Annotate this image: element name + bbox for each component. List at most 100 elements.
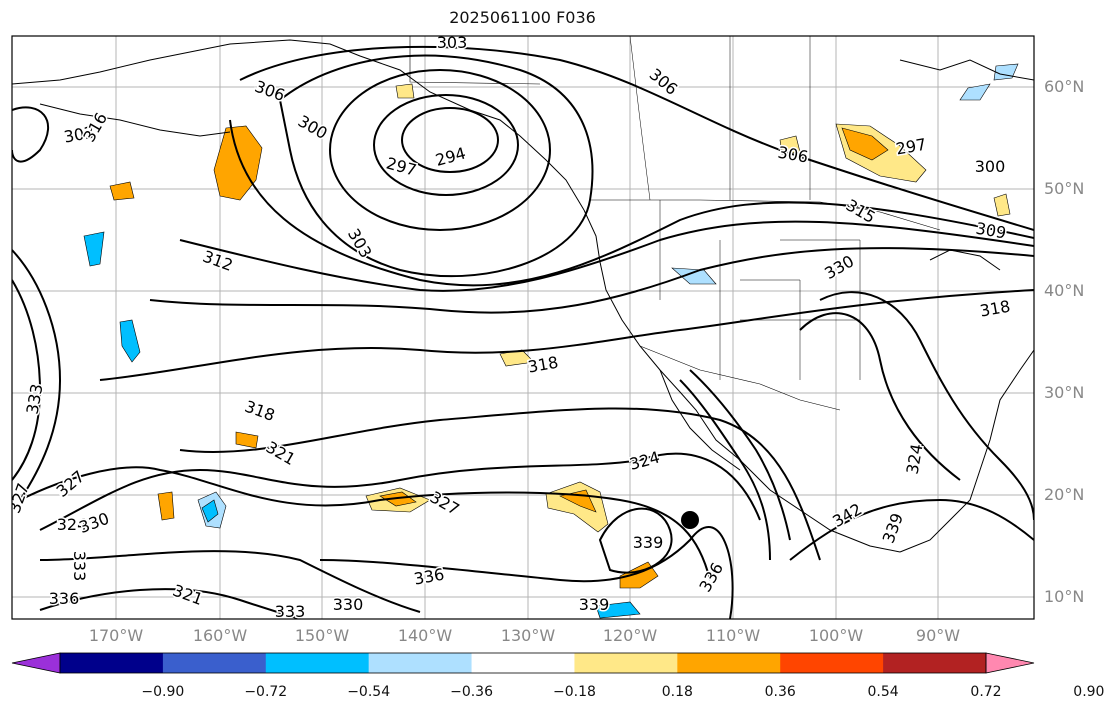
colorbar-max-arrow [985, 652, 1035, 674]
alaska-border [409, 36, 541, 85]
contour-303 [278, 54, 594, 278]
great-lakes [929, 249, 1001, 271]
blue-patch-165w [119, 319, 141, 363]
shaded-patches [83, 63, 1019, 619]
contour-label: 324 [903, 442, 927, 475]
latitude-label: 30°N [1044, 383, 1085, 402]
contour-336 [319, 526, 734, 619]
colorbar-segment [780, 653, 884, 673]
colorbar-segment [883, 653, 987, 673]
latitude-label: 50°N [1044, 179, 1085, 198]
longitude-label: 170°W [88, 626, 144, 645]
longitude-label: 130°W [500, 626, 556, 645]
colorbar-tick-label: −0.72 [244, 684, 288, 700]
low-contour-294 [401, 107, 499, 173]
contour-label: 333 [275, 602, 306, 621]
cyan-patch-hawaii [201, 499, 219, 523]
contour-label: 333 [70, 551, 89, 582]
orange-patch-canada [841, 127, 889, 161]
contour-306 [239, 45, 1034, 231]
contour-339 [598, 507, 673, 574]
contour-label: 300 [975, 157, 1006, 176]
contour-333 [39, 588, 301, 619]
coastlines [12, 36, 1034, 553]
latitude-label: 40°N [1044, 281, 1085, 300]
contour-label: 324 [57, 515, 88, 534]
colorbar-min-arrow [11, 652, 61, 674]
colorbar-segment [677, 653, 781, 673]
low-contour-297 [373, 94, 519, 196]
yellow-patch-5 [779, 135, 801, 155]
contour-330 [39, 550, 421, 613]
contour-327 [19, 466, 711, 581]
latitude-label: 10°N [1044, 587, 1085, 606]
contour-315 [149, 247, 1034, 314]
colorbar-segment [471, 653, 575, 673]
contour-321 [179, 407, 821, 561]
map-frame [11, 35, 1035, 620]
colorbar-tick-label: −0.54 [347, 684, 391, 700]
contour-trough-2 [689, 369, 791, 541]
blue-patch-bottom [595, 601, 641, 619]
contour-309 [229, 119, 1034, 287]
longitude-label: 110°W [705, 626, 761, 645]
blue-patch-110w [671, 267, 717, 285]
colorbar-segment [368, 653, 473, 673]
aleutian-chain [39, 103, 231, 137]
colorbar-tick-label: −0.90 [141, 684, 185, 700]
longitude-label: 160°W [192, 626, 248, 645]
contour-label: 339 [633, 533, 664, 552]
colorbar-segment [574, 653, 678, 673]
colorbar [11, 652, 1035, 674]
storm-center-marker [681, 511, 699, 529]
contour-west-tight-2 [12, 279, 42, 481]
longitude-label: 90°W [915, 626, 961, 645]
longitude-label: 140°W [397, 626, 453, 645]
latitude-label: 60°N [1044, 77, 1085, 96]
longitude-label: 150°W [294, 626, 350, 645]
colorbar-tick-label: 0.72 [970, 684, 1002, 700]
map-title: 2025061100 F036 [449, 8, 596, 27]
west-coast [583, 209, 901, 553]
longitude-label: 100°W [808, 626, 864, 645]
longitude-label: 120°W [602, 626, 658, 645]
yellow-patch-2 [395, 83, 415, 99]
contours [12, 45, 1034, 619]
contour-342 [789, 498, 1034, 561]
latitude-label: 20°N [1044, 485, 1085, 504]
canada-interior [629, 36, 811, 201]
contour-west-tight-3 [12, 106, 50, 163]
colorbar-tick-label: −0.36 [450, 684, 493, 700]
baja-peninsula [659, 369, 741, 471]
hudson-bay [899, 59, 1034, 81]
contour-east-1 [819, 291, 1034, 521]
low-contour-300 [329, 69, 551, 231]
contour-label: 330 [333, 595, 364, 614]
contour-label: 336 [49, 589, 80, 608]
colorbar-segment [265, 653, 370, 673]
contour-label: 339 [579, 595, 610, 614]
colorbar-tick-label: −0.18 [552, 684, 596, 700]
colorbar-tick-label: 0.90 [1073, 684, 1105, 700]
contour-318 [99, 289, 1034, 381]
blue-patch-4 [83, 231, 105, 267]
us-canada-border [590, 199, 941, 231]
colorbar-tick-label: 0.36 [764, 684, 796, 700]
orange-patch-20n [379, 491, 417, 507]
contour-west-tight-1 [12, 249, 62, 501]
us-states [659, 200, 861, 380]
contour-312 [179, 220, 1034, 292]
mexico-gulf-coast [899, 349, 1034, 553]
orange-patch-160w [157, 491, 175, 521]
mexico-border [639, 345, 841, 411]
orange-patch-1 [109, 181, 135, 201]
contour-324 [39, 452, 761, 531]
colorbar-segment [60, 653, 164, 673]
colorbar-segment [162, 653, 267, 673]
contour-trough-1 [679, 379, 771, 561]
contour-label: 303 [437, 33, 468, 52]
yellow-patch-6 [993, 193, 1011, 217]
colorbar-frame [59, 652, 987, 674]
